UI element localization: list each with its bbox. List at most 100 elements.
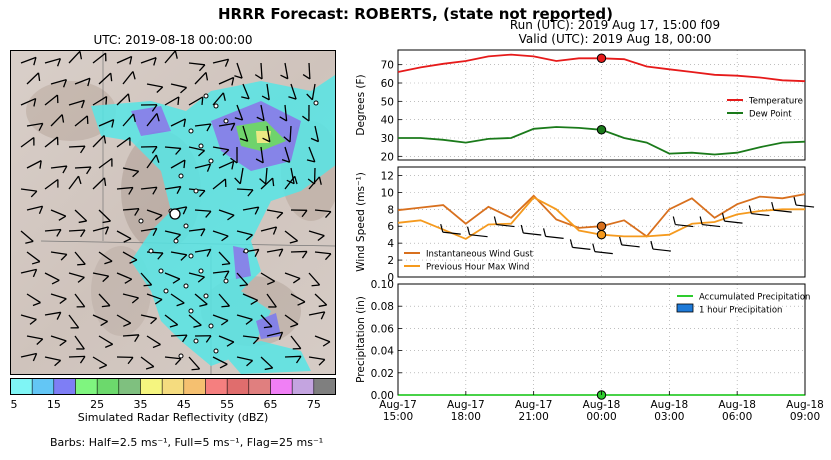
wind-barb-shaft — [146, 293, 163, 301]
wind-barb-shaft — [188, 228, 205, 232]
wind-barb-feather — [127, 356, 134, 365]
wind-barb-feather — [156, 86, 164, 93]
station-marker — [138, 218, 144, 224]
colorbar-tick-label: 35 — [134, 398, 148, 410]
wind-barb-feather — [302, 74, 311, 80]
station-marker — [193, 188, 199, 194]
wind-barb-shaft — [242, 125, 249, 142]
wind-barb-shaft — [98, 157, 113, 169]
wind-barb-shaft — [50, 335, 67, 342]
wind-barb-feather — [592, 243, 596, 252]
wind-barb-shaft — [260, 177, 274, 190]
wind-barb-feather — [230, 123, 236, 131]
wind-barb-shaft — [724, 220, 743, 224]
wind-barb-shaft — [140, 272, 153, 286]
x-tick-label-time: 09:00 — [790, 411, 820, 423]
wind-barb-shaft — [50, 165, 67, 169]
wind-barb-feather — [259, 178, 267, 185]
wind-barb-feather — [180, 254, 188, 261]
wind-barb-feather — [79, 356, 86, 364]
wind-barb-feather — [155, 214, 163, 221]
wind-barb-feather — [145, 365, 155, 370]
wind-barb-feather — [246, 360, 254, 367]
wind-barb-feather — [51, 279, 60, 285]
wind-barb-shaft — [20, 230, 34, 242]
wind-barb-shaft — [68, 145, 86, 148]
wind-barb-shaft — [236, 356, 253, 362]
wind-barb-shaft — [122, 208, 139, 211]
wind-barb-shaft — [44, 58, 61, 64]
wind-barb-shaft — [442, 231, 461, 235]
wind-barb-feather — [143, 284, 152, 287]
wind-barb-feather — [650, 240, 654, 250]
wind-barb-feather — [172, 278, 181, 284]
wind-barb-shaft — [236, 104, 244, 121]
wind-barb-shaft — [164, 146, 181, 150]
wind-barb-shaft — [68, 355, 86, 358]
wind-barb-feather — [131, 297, 139, 304]
wind-barb-feather — [230, 157, 238, 164]
wind-barb-shaft — [311, 83, 316, 100]
wind-barb-shaft — [170, 293, 185, 304]
panel-2: 0 2 4 6 8 10 12 Wind Speed (ms⁻¹) Instantaneous … — [355, 166, 815, 284]
wind-barb-feather — [721, 213, 726, 222]
wind-barb-feather — [54, 359, 62, 367]
wind-barb-feather — [289, 240, 298, 244]
wind-barb-feather — [199, 303, 208, 307]
wind-barb-feather — [61, 114, 65, 123]
wind-barb-shaft — [290, 250, 308, 253]
wind-barb-shaft — [116, 93, 129, 106]
wind-barb-feather — [254, 249, 260, 257]
wind-barb-feather — [129, 56, 133, 65]
valid-time-label: Valid (UTC): 2019 Aug 18, 00:00 — [518, 32, 712, 46]
wind-barb-shaft — [44, 136, 58, 148]
legend-label: Instantaneous Wind Gust — [426, 250, 534, 260]
station-marker — [203, 93, 209, 99]
wind-barb-shaft — [264, 167, 268, 184]
legend-label: Previous Hour Max Wind — [426, 263, 529, 273]
x-tick-label-time: 15:00 — [383, 411, 413, 423]
x-tick-label-time: 00:00 — [586, 411, 616, 423]
wind-barb-shaft — [194, 248, 211, 253]
y-tick-label: 30 — [381, 133, 394, 145]
current-value-marker — [596, 53, 607, 63]
wind-barb-feather — [302, 115, 310, 122]
wind-barb-feather — [317, 235, 325, 241]
wind-barb-feather — [201, 96, 204, 105]
wind-barb-shaft — [212, 356, 228, 365]
wind-barb-shaft — [44, 272, 60, 281]
wind-barb-shaft — [308, 272, 321, 286]
wind-barb-shaft — [68, 314, 80, 329]
wind-barb-feather — [129, 259, 138, 264]
wind-barb-feather — [182, 206, 188, 215]
wind-barb-shaft — [218, 209, 235, 216]
wind-barb-shaft — [236, 188, 254, 191]
wind-barb-feather — [493, 216, 497, 225]
roberts-location-marker — [169, 208, 181, 220]
wind-barb-feather — [206, 249, 212, 257]
wind-barb-shaft — [236, 230, 253, 236]
wind-barb-feather — [266, 280, 275, 286]
y-tick-label: 20 — [381, 151, 394, 163]
wind-barb-feather — [205, 72, 209, 81]
wind-barb-shaft — [98, 293, 111, 307]
wind-barb-feather — [206, 123, 212, 132]
x-tick-label-time: 21:00 — [519, 411, 549, 423]
colorbar-cell — [205, 378, 228, 395]
station-marker — [148, 248, 154, 254]
wind-barb-shaft — [496, 223, 515, 228]
wind-barb-feather — [205, 335, 212, 343]
colorbar-cell — [118, 378, 141, 395]
wind-barb-feather — [221, 262, 231, 266]
station-marker — [193, 338, 199, 344]
wind-barb-shaft — [26, 293, 41, 304]
legend-label: 1 hour Precipitation — [699, 306, 782, 316]
wind-barb-feather — [30, 190, 38, 198]
wind-barb-feather — [226, 341, 235, 347]
x-tick-label-time: 18:00 — [451, 411, 481, 423]
wind-barb-feather — [193, 324, 202, 328]
wind-barb-feather — [175, 147, 182, 155]
colorbar-cell — [53, 378, 76, 395]
wind-barb-feather — [318, 304, 327, 308]
wind-barb-feather — [29, 318, 37, 325]
